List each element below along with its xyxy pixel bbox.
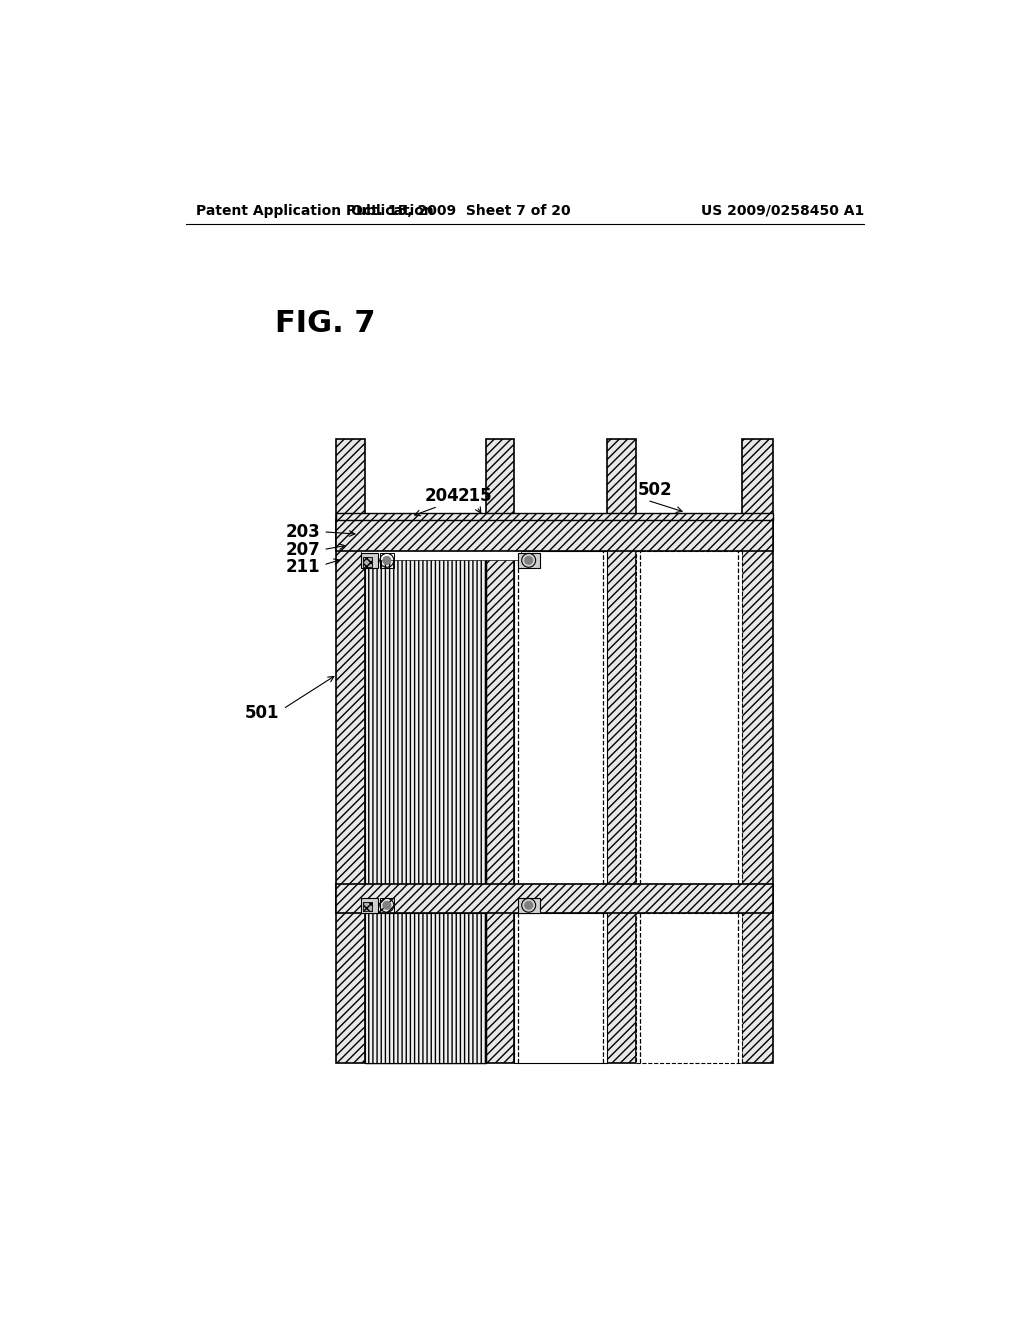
- Bar: [362, 557, 372, 566]
- Bar: [361, 898, 378, 913]
- Text: US 2009/0258450 A1: US 2009/0258450 A1: [701, 203, 864, 218]
- Text: 203: 203: [286, 523, 321, 541]
- Text: 215: 215: [458, 487, 493, 506]
- Text: Oct. 15, 2009  Sheet 7 of 20: Oct. 15, 2009 Sheet 7 of 20: [351, 203, 571, 218]
- Bar: [366, 552, 486, 884]
- Bar: [361, 553, 378, 568]
- Bar: [362, 903, 372, 911]
- Bar: [336, 512, 773, 520]
- Bar: [361, 552, 521, 561]
- Bar: [362, 903, 372, 911]
- Text: 211: 211: [286, 557, 321, 576]
- Bar: [486, 440, 514, 1063]
- Bar: [380, 553, 394, 568]
- Bar: [366, 913, 486, 1063]
- Bar: [336, 520, 773, 552]
- Bar: [366, 552, 486, 884]
- Circle shape: [383, 902, 391, 909]
- Text: Patent Application Publication: Patent Application Publication: [197, 203, 434, 218]
- Bar: [741, 440, 773, 1063]
- Bar: [514, 552, 607, 884]
- Text: 204: 204: [425, 487, 459, 506]
- Circle shape: [524, 557, 532, 564]
- Circle shape: [524, 902, 532, 909]
- Bar: [336, 884, 773, 913]
- Text: 502: 502: [638, 480, 673, 499]
- Text: FIG. 7: FIG. 7: [275, 309, 376, 338]
- Bar: [514, 913, 607, 1063]
- Bar: [636, 552, 741, 884]
- Bar: [362, 557, 372, 566]
- Bar: [366, 913, 486, 1063]
- Circle shape: [383, 557, 391, 564]
- Bar: [636, 913, 741, 1063]
- Bar: [518, 553, 540, 568]
- Text: 207: 207: [286, 541, 321, 558]
- Bar: [607, 440, 636, 1063]
- Bar: [518, 898, 540, 913]
- Text: 501: 501: [245, 704, 280, 722]
- Bar: [380, 898, 394, 913]
- Bar: [336, 440, 366, 1063]
